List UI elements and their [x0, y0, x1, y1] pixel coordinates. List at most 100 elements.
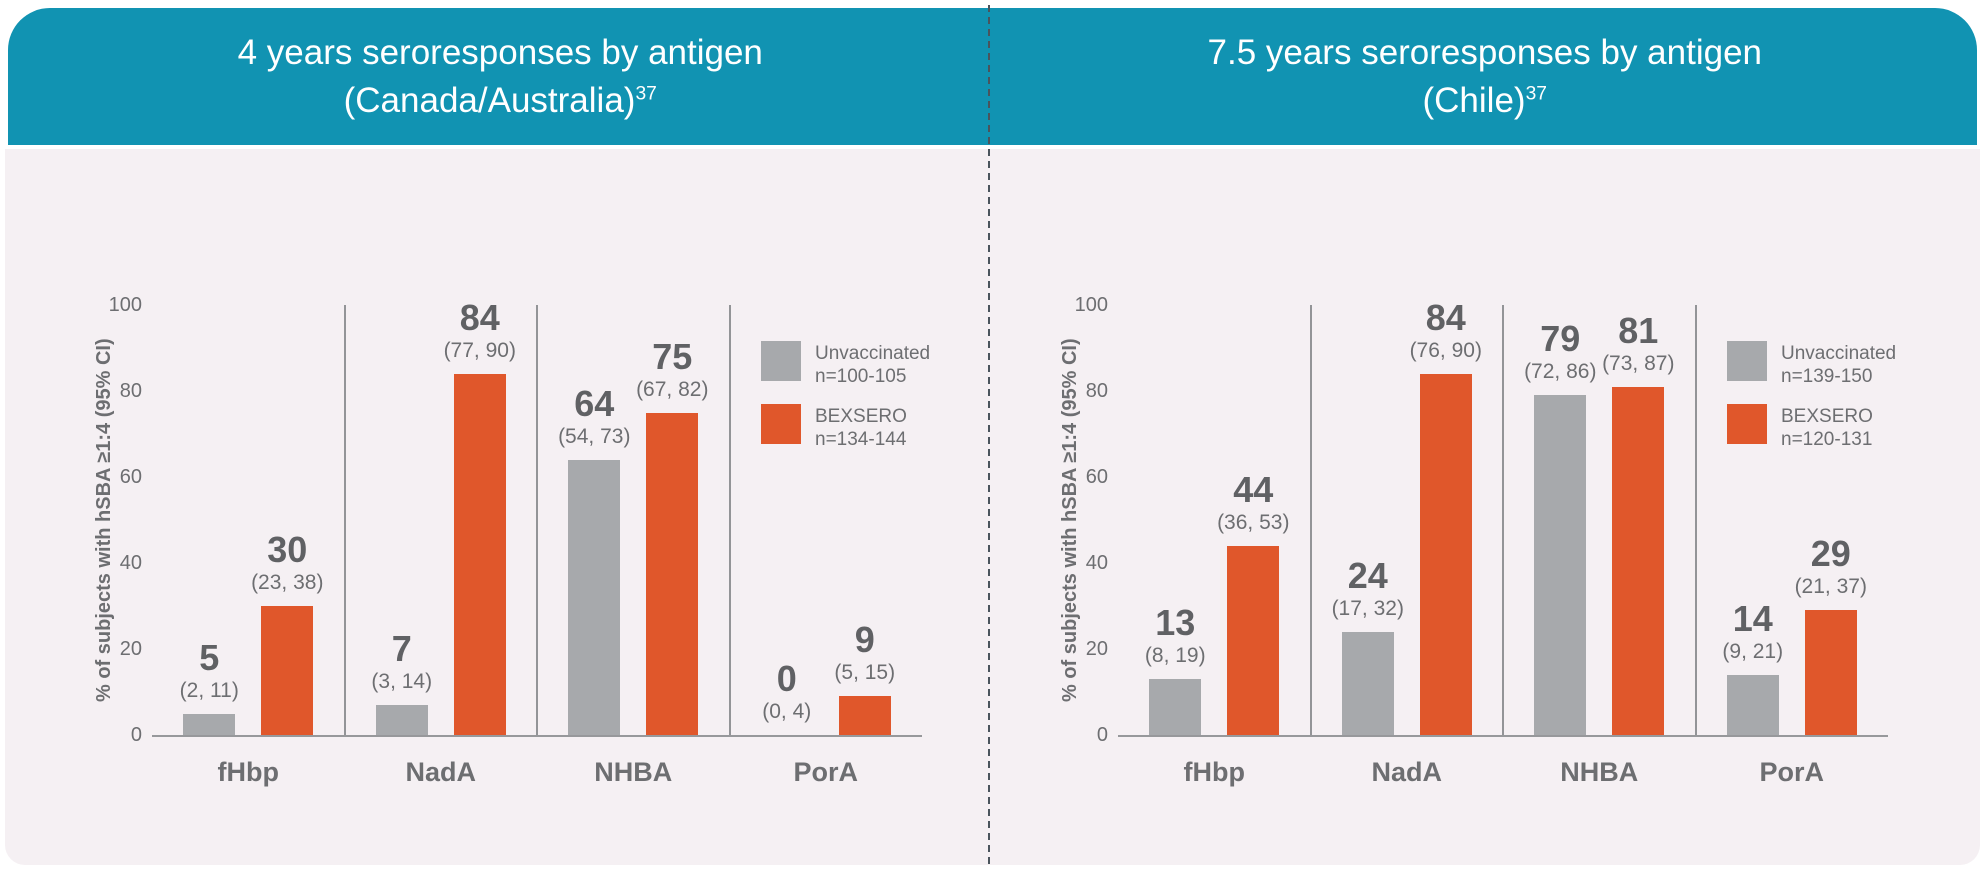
bar-slot: 79 (72, 86) [1524, 305, 1596, 735]
bar-unvaccinated-nada [375, 704, 428, 735]
y-tick-label: 60 [119, 466, 142, 488]
bar-bexsero-fhbp [1227, 545, 1280, 735]
legend-series-name: BEXSERO [1781, 406, 1873, 427]
legend-label: BEXSERO n=120-131 [1781, 404, 1873, 451]
right-plot-area: % of subjects with hSBA ≥1:4 (95% CI) 10… [1059, 294, 1896, 746]
legend-label: BEXSERO n=134-144 [815, 404, 907, 451]
bar-unvaccinated-fhbp [1149, 679, 1202, 735]
legend-label: Unvaccinated n=139-150 [1781, 341, 1896, 388]
group-divider-line [1502, 305, 1504, 735]
legend-n-label: n=139-150 [1781, 366, 1873, 387]
antigen-group-nhba: 64 (54, 73) 75 (67, 82) [537, 305, 730, 735]
category-label-pora: PorA [793, 757, 858, 787]
right-title-reference: 37 [1525, 83, 1547, 105]
legend-swatch-bexsero [1727, 404, 1767, 444]
left-title-line1: 4 years seroresponses by antigen [237, 33, 763, 72]
antigen-group-fhbp: 5 (2, 11) 30 (23, 38) [152, 305, 345, 735]
category-label-nada: NadA [405, 757, 476, 787]
bar-slot: 81 (73, 87) [1602, 305, 1674, 735]
group-divider-line [536, 305, 538, 735]
legend-item-unvaccinated: Unvaccinated n=139-150 [1727, 341, 1896, 388]
right-title-line1: 7.5 years seroresponses by antigen [1207, 33, 1763, 72]
legend-series-name: Unvaccinated [815, 343, 931, 364]
legend-swatch-unvaccinated [761, 341, 801, 381]
category-label-nhba: NHBA [1560, 757, 1639, 787]
legend-swatch-bexsero [761, 404, 801, 444]
legend-swatch-unvaccinated [1727, 341, 1767, 381]
antigen-group-nhba: 79 (72, 86) 81 (73, 87) [1503, 305, 1696, 735]
antigen-group-nada: 7 (3, 14) 84 (77, 90) [345, 297, 538, 735]
legend-series-name: BEXSERO [815, 406, 907, 427]
left-plot-area: % of subjects with hSBA ≥1:4 (95% CI) 10… [93, 294, 930, 746]
y-tick-label: 40 [1085, 552, 1108, 574]
bar-bexsero-nada [1419, 373, 1472, 735]
antigen-group-nada: 24 (17, 32) 84 (76, 90) [1311, 297, 1504, 735]
left-chart-title: 4 years seroresponses by antigen (Canada… [8, 8, 993, 145]
category-label-fhbp: fHbp [1183, 757, 1245, 787]
legend-n-label: n=134-144 [815, 429, 907, 450]
y-tick-label: 0 [1096, 724, 1108, 746]
bar-slot: 84 (76, 90) [1410, 297, 1482, 735]
group-divider-line [343, 305, 346, 735]
bar-unvaccinated-nhba [568, 459, 621, 735]
bar-slot: 24 (17, 32) [1332, 305, 1404, 735]
bar-bexsero-fhbp [261, 606, 314, 735]
left-category-labels: fHbp NadA NHBA PorA [152, 757, 922, 788]
bar-unvaccinated-nada [1341, 631, 1394, 735]
y-tick-label: 100 [108, 294, 142, 316]
bar-unvaccinated-fhbp [183, 713, 236, 735]
left-title-location: (Canada/Australia) [343, 81, 636, 120]
legend-item-bexsero: BEXSERO n=134-144 [761, 404, 930, 451]
y-tick-label: 20 [119, 638, 142, 660]
legend-item-unvaccinated: Unvaccinated n=100-105 [761, 341, 930, 388]
header-band: 4 years seroresponses by antigen (Canada… [8, 8, 1977, 145]
bar-slot: 5 (2, 11) [180, 305, 239, 735]
bar-bexsero-nhba [1612, 386, 1665, 735]
bar-slot: 7 (3, 14) [371, 305, 432, 735]
right-title-location: (Chile) [1422, 81, 1526, 120]
right-chart-title: 7.5 years seroresponses by antigen (Chil… [993, 8, 1978, 145]
left-title-reference: 37 [635, 83, 657, 105]
legend-series-name: Unvaccinated [1781, 343, 1897, 364]
category-label-fhbp: fHbp [217, 757, 279, 787]
right-category-labels: fHbp NadA NHBA PorA [1118, 757, 1888, 788]
legend: Unvaccinated n=100-105 BEXSERO n=134-144 [761, 341, 930, 451]
legend-n-label: n=120-131 [1781, 429, 1873, 450]
y-tick-label: 100 [1074, 294, 1108, 316]
left-y-axis-label: % of subjects with hSBA ≥1:4 (95% CI) [93, 338, 115, 702]
bar-bexsero-nada [453, 373, 506, 735]
group-divider-line [728, 305, 731, 735]
group-divider-line [1694, 305, 1697, 735]
antigen-group-fhbp: 13 (8, 19) 44 (36, 53) [1118, 305, 1311, 735]
bar-unvaccinated-pora [1726, 674, 1779, 735]
bar-unvaccinated-nhba [1534, 395, 1587, 735]
dashed-divider [988, 5, 990, 867]
bar-bexsero-pora [1804, 610, 1857, 735]
bar-bexsero-nhba [646, 412, 699, 735]
category-label-nada: NadA [1371, 757, 1442, 787]
category-label-nhba: NHBA [594, 757, 673, 787]
bar-slot: 84 (77, 90) [444, 297, 516, 735]
y-tick-label: 80 [1085, 380, 1108, 402]
y-tick-label: 40 [119, 552, 142, 574]
left-title-line2: (Canada/Australia)37 [8, 77, 993, 125]
group-divider-line [1309, 305, 1312, 735]
bar-slot: 13 (8, 19) [1145, 305, 1206, 735]
y-tick-label: 0 [130, 724, 142, 746]
legend: Unvaccinated n=139-150 BEXSERO n=120-131 [1727, 341, 1896, 451]
bar-slot: 64 (54, 73) [558, 305, 630, 735]
bar-slot: 30 (23, 38) [251, 305, 323, 735]
y-tick-label: 80 [119, 380, 142, 402]
bar-bexsero-pora [838, 696, 891, 735]
legend-n-label: n=100-105 [815, 366, 907, 387]
category-label-pora: PorA [1759, 757, 1824, 787]
y-tick-label: 20 [1085, 638, 1108, 660]
bar-slot: 75 (67, 82) [636, 305, 708, 735]
bar-slot: 44 (36, 53) [1217, 305, 1289, 735]
legend-item-bexsero: BEXSERO n=120-131 [1727, 404, 1896, 451]
y-tick-label: 60 [1085, 466, 1108, 488]
legend-label: Unvaccinated n=100-105 [815, 341, 930, 388]
right-y-axis-label: % of subjects with hSBA ≥1:4 (95% CI) [1059, 338, 1081, 702]
right-title-line2: (Chile)37 [993, 77, 1978, 125]
